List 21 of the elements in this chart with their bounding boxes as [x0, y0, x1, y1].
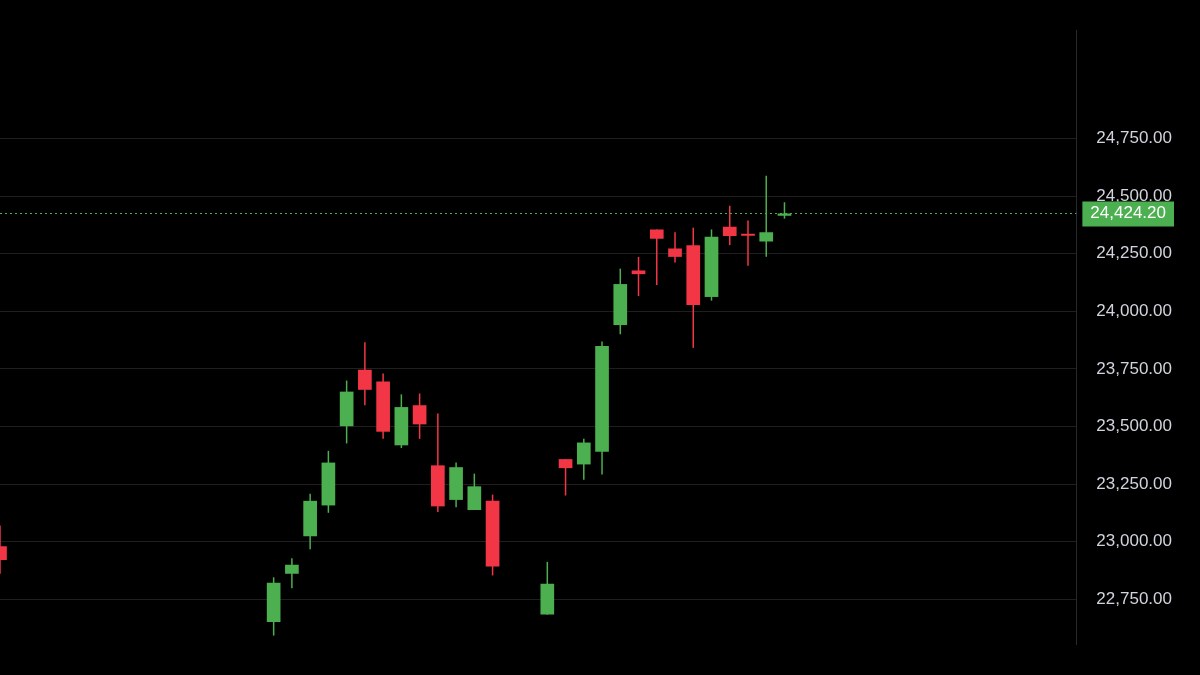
y-tick-label: 23,000.00 [1096, 531, 1173, 551]
candlestick [467, 472, 482, 511]
ref-line-label: 24,424.20 [1090, 203, 1167, 223]
y-tick-label: 24,250.00 [1096, 243, 1173, 263]
candlestick [649, 228, 664, 286]
y-tick-label: 23,250.00 [1096, 473, 1173, 493]
candlestick [558, 458, 573, 497]
candlestick [741, 219, 755, 267]
y-tick-label: 24,500.00 [1096, 185, 1173, 205]
candlestick [631, 256, 646, 297]
candlestick [576, 438, 591, 481]
candlestick [412, 392, 427, 440]
candlestick [668, 231, 682, 264]
y-tick-label: 23,500.00 [1096, 416, 1173, 436]
y-tick-label: 24,000.00 [1096, 300, 1173, 320]
y-tick-label: 22,750.00 [1096, 588, 1173, 608]
y-tick-label: 23,750.00 [1096, 358, 1173, 378]
candlestick [358, 341, 372, 406]
y-tick-label: 24,750.00 [1096, 128, 1173, 148]
candlestick [722, 204, 737, 246]
candlestick [285, 557, 299, 590]
